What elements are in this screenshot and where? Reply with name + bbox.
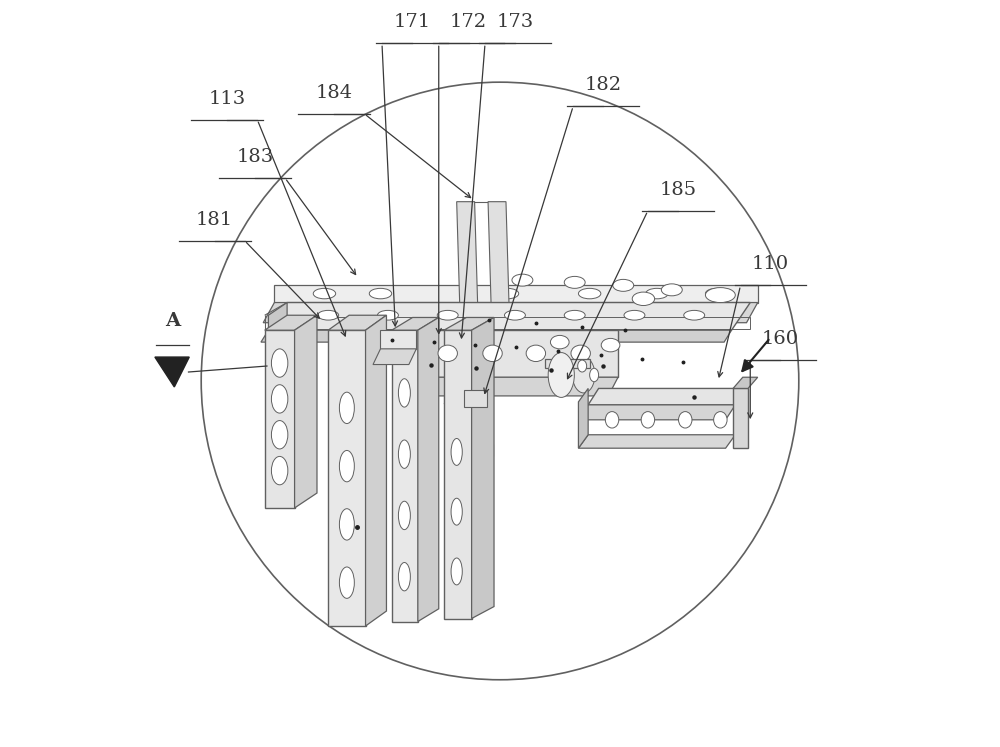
Ellipse shape bbox=[572, 357, 595, 393]
Polygon shape bbox=[328, 315, 386, 330]
Ellipse shape bbox=[605, 412, 619, 428]
Polygon shape bbox=[416, 330, 618, 377]
Ellipse shape bbox=[271, 421, 288, 449]
Polygon shape bbox=[578, 405, 735, 420]
Ellipse shape bbox=[548, 353, 574, 397]
Ellipse shape bbox=[451, 438, 462, 465]
Polygon shape bbox=[392, 317, 439, 330]
Ellipse shape bbox=[339, 567, 354, 598]
Polygon shape bbox=[444, 317, 494, 330]
Ellipse shape bbox=[578, 360, 587, 372]
Ellipse shape bbox=[705, 288, 728, 299]
Polygon shape bbox=[380, 330, 416, 349]
Ellipse shape bbox=[398, 440, 410, 468]
Polygon shape bbox=[265, 315, 317, 330]
Polygon shape bbox=[488, 202, 509, 303]
Ellipse shape bbox=[437, 311, 458, 320]
Ellipse shape bbox=[271, 456, 288, 485]
Text: 183: 183 bbox=[236, 148, 274, 166]
Ellipse shape bbox=[451, 498, 462, 525]
Ellipse shape bbox=[705, 288, 735, 303]
Ellipse shape bbox=[601, 338, 620, 352]
Ellipse shape bbox=[661, 284, 682, 296]
Ellipse shape bbox=[550, 335, 569, 349]
Polygon shape bbox=[295, 315, 317, 508]
Ellipse shape bbox=[376, 309, 392, 317]
Polygon shape bbox=[444, 330, 472, 619]
Ellipse shape bbox=[318, 311, 339, 320]
Ellipse shape bbox=[483, 345, 502, 362]
Polygon shape bbox=[733, 377, 758, 388]
Text: 173: 173 bbox=[496, 13, 534, 31]
Ellipse shape bbox=[646, 288, 668, 299]
Text: 160: 160 bbox=[762, 330, 799, 348]
Polygon shape bbox=[464, 390, 487, 407]
Ellipse shape bbox=[503, 309, 519, 317]
Text: 110: 110 bbox=[752, 255, 789, 273]
Polygon shape bbox=[733, 388, 748, 448]
Text: A: A bbox=[165, 312, 180, 330]
Text: 182: 182 bbox=[585, 76, 622, 94]
Ellipse shape bbox=[585, 309, 602, 317]
Polygon shape bbox=[418, 317, 439, 622]
Ellipse shape bbox=[578, 288, 601, 299]
Text: 172: 172 bbox=[450, 13, 487, 31]
Polygon shape bbox=[392, 330, 418, 622]
Ellipse shape bbox=[613, 279, 634, 291]
Ellipse shape bbox=[398, 379, 410, 407]
Polygon shape bbox=[373, 349, 416, 365]
Ellipse shape bbox=[632, 292, 655, 306]
Ellipse shape bbox=[714, 412, 727, 428]
Polygon shape bbox=[588, 388, 745, 405]
Polygon shape bbox=[261, 330, 732, 342]
Polygon shape bbox=[268, 303, 750, 330]
Polygon shape bbox=[407, 330, 416, 396]
Ellipse shape bbox=[564, 276, 585, 288]
Ellipse shape bbox=[684, 311, 705, 320]
Ellipse shape bbox=[339, 450, 354, 482]
Ellipse shape bbox=[313, 288, 336, 299]
Text: 185: 185 bbox=[659, 181, 696, 199]
Ellipse shape bbox=[571, 345, 590, 362]
Ellipse shape bbox=[512, 274, 533, 286]
Ellipse shape bbox=[271, 385, 288, 413]
Text: 113: 113 bbox=[209, 90, 246, 108]
Polygon shape bbox=[457, 202, 478, 303]
Ellipse shape bbox=[339, 392, 354, 424]
Ellipse shape bbox=[271, 349, 288, 377]
Text: 171: 171 bbox=[393, 13, 430, 31]
Ellipse shape bbox=[401, 337, 420, 350]
Polygon shape bbox=[578, 435, 735, 448]
Polygon shape bbox=[545, 359, 590, 368]
Ellipse shape bbox=[564, 311, 585, 320]
Ellipse shape bbox=[641, 412, 655, 428]
Ellipse shape bbox=[496, 288, 519, 299]
Polygon shape bbox=[472, 317, 494, 619]
Ellipse shape bbox=[339, 509, 354, 540]
Ellipse shape bbox=[349, 333, 367, 347]
Polygon shape bbox=[274, 285, 758, 303]
Ellipse shape bbox=[320, 309, 336, 317]
Ellipse shape bbox=[590, 368, 599, 382]
Polygon shape bbox=[328, 330, 366, 626]
Ellipse shape bbox=[438, 345, 457, 362]
Text: 181: 181 bbox=[196, 211, 233, 229]
Polygon shape bbox=[263, 303, 758, 323]
Ellipse shape bbox=[451, 558, 462, 585]
Ellipse shape bbox=[679, 412, 692, 428]
Polygon shape bbox=[155, 357, 189, 387]
Polygon shape bbox=[265, 330, 295, 508]
Ellipse shape bbox=[377, 311, 398, 320]
Polygon shape bbox=[578, 388, 588, 448]
Polygon shape bbox=[366, 315, 386, 626]
Ellipse shape bbox=[398, 562, 410, 591]
Polygon shape bbox=[407, 377, 618, 396]
Ellipse shape bbox=[369, 288, 392, 299]
Ellipse shape bbox=[504, 311, 525, 320]
Ellipse shape bbox=[526, 345, 546, 362]
Ellipse shape bbox=[624, 311, 645, 320]
Ellipse shape bbox=[398, 501, 410, 530]
Polygon shape bbox=[268, 303, 287, 342]
Text: 184: 184 bbox=[316, 84, 353, 102]
